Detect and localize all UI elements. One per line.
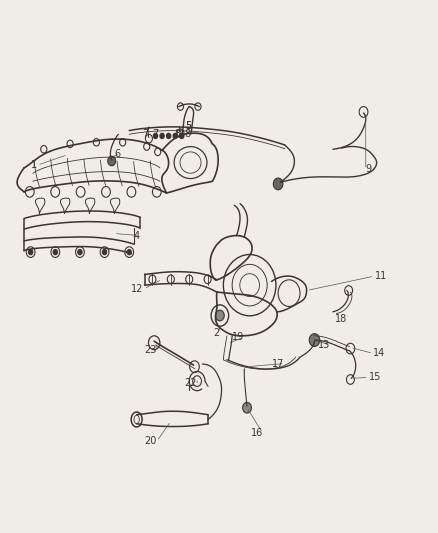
Text: 17: 17	[272, 359, 285, 368]
Text: 7: 7	[142, 130, 148, 139]
Circle shape	[309, 334, 320, 346]
Text: 14: 14	[373, 349, 385, 358]
Circle shape	[166, 133, 171, 139]
Circle shape	[173, 133, 177, 139]
Circle shape	[102, 249, 107, 255]
Text: 8: 8	[184, 130, 190, 139]
Text: 23: 23	[145, 345, 157, 355]
Text: 2: 2	[213, 328, 219, 338]
Circle shape	[160, 133, 164, 139]
Circle shape	[273, 178, 283, 190]
Text: 18: 18	[335, 314, 347, 324]
Circle shape	[243, 402, 251, 413]
Text: 9: 9	[366, 165, 372, 174]
Text: 5: 5	[185, 122, 191, 131]
Text: 12: 12	[131, 284, 144, 294]
Circle shape	[153, 133, 158, 139]
Circle shape	[78, 249, 82, 255]
Text: 1: 1	[31, 160, 37, 170]
Text: 5: 5	[185, 122, 191, 131]
Circle shape	[28, 249, 33, 255]
Text: 8: 8	[174, 130, 180, 139]
Text: 4: 4	[133, 231, 139, 240]
Circle shape	[180, 133, 184, 139]
Text: 19: 19	[232, 332, 244, 342]
Text: 13: 13	[318, 341, 331, 350]
Circle shape	[108, 156, 116, 166]
Text: 22: 22	[184, 378, 197, 387]
Text: 6: 6	[114, 149, 120, 158]
Text: 16: 16	[251, 429, 263, 438]
Circle shape	[127, 249, 131, 255]
Text: 11: 11	[374, 271, 387, 281]
Text: 15: 15	[369, 373, 381, 382]
Text: 7: 7	[152, 130, 159, 139]
Text: 20: 20	[145, 437, 157, 446]
Circle shape	[53, 249, 57, 255]
Circle shape	[215, 310, 224, 321]
